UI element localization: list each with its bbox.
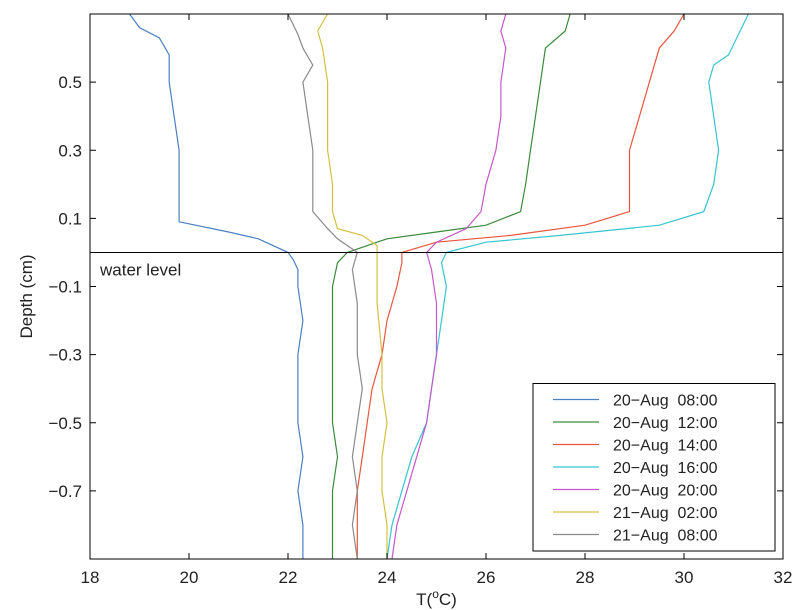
series-line-0 (129, 14, 304, 559)
legend-label-0: 20−Aug 08:00 (613, 393, 718, 410)
y-tick-label: −0.3 (48, 346, 82, 365)
y-tick-label: 0.1 (58, 209, 82, 228)
legend-label-6: 21−Aug 08:00 (613, 528, 718, 545)
legend-label-5: 21−Aug 02:00 (613, 505, 718, 522)
legend-label-3: 20−Aug 16:00 (613, 460, 718, 477)
legend-label-4: 20−Aug 20:00 (613, 483, 718, 500)
y-tick-label: −0.7 (48, 482, 82, 501)
x-tick-label: 22 (279, 568, 298, 587)
x-tick-label: 28 (576, 568, 595, 587)
y-tick-label: −0.1 (48, 278, 82, 297)
y-tick-label: −0.5 (48, 414, 82, 433)
x-tick-label: 18 (81, 568, 100, 587)
x-tick-label: 30 (675, 568, 694, 587)
series-line-2 (356, 14, 685, 559)
x-axis-title-superscript: o (432, 587, 439, 601)
y-tick-label: 0.5 (58, 73, 82, 92)
y-tick-label: 0.3 (58, 141, 82, 160)
x-tick-label: 26 (477, 568, 496, 587)
x-tick-label: 24 (378, 568, 397, 587)
x-axis-title-end: C) (439, 590, 457, 609)
series-line-5 (317, 14, 388, 559)
x-axis-title: T(oC) (416, 587, 457, 609)
series-line-6 (287, 14, 363, 559)
y-axis-title: Depth (cm) (17, 254, 36, 338)
x-tick-label: 32 (774, 568, 793, 587)
legend-label-2: 20−Aug 14:00 (613, 438, 718, 455)
x-tick-label: 20 (180, 568, 199, 587)
legend-label-1: 20−Aug 12:00 (613, 415, 718, 432)
series-line-3 (386, 14, 749, 559)
x-axis-title-main: T( (416, 590, 432, 609)
series-line-4 (391, 14, 507, 559)
legend: 20−Aug 08:00 20−Aug 12:00 20−Aug 14:00 20−A… (532, 383, 776, 552)
series-line-1 (331, 14, 571, 559)
water-level-label: water level (99, 260, 181, 279)
